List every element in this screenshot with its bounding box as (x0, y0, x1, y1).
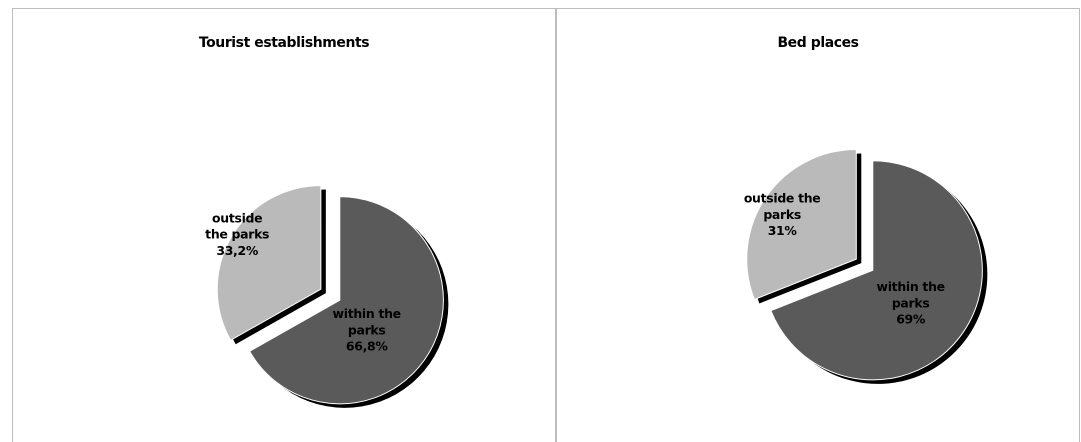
pie-slice (746, 149, 857, 301)
pie-slice-label-line: 33,2% (216, 243, 258, 258)
pie-slice (248, 196, 444, 405)
pie-slice-label-line: 31% (768, 223, 798, 238)
pie-chart-bed-places: Bed places within the parks 69%outside the… (744, 35, 988, 384)
pie-slice-label-line: parks (892, 295, 930, 310)
pie-slices (746, 149, 988, 384)
chart-title: Tourist establishments (199, 35, 369, 51)
pie-slice (770, 160, 983, 381)
pie-labels: within the parks 69%outside the parks 31% (744, 191, 945, 327)
pie-slice (216, 185, 322, 341)
chart-panel-bed-places: Bed places within the parks 69% outside the… (556, 8, 1080, 442)
pie-slice-label: outside the parks 33,2% (205, 211, 269, 258)
pie-slice-label-line: outside (212, 211, 262, 226)
pie-slice-label-line: 69% (896, 312, 926, 327)
pie-slice-label-line: within the (877, 279, 945, 294)
pie-slice-label: within the parks 69% (877, 279, 945, 326)
chart-panel-tourist-establishments: Tourist establishments within the parks 66… (12, 8, 556, 442)
pie-slice-label-line: within the (333, 306, 401, 321)
pie-slice-label: outside the parks 31% (744, 191, 821, 238)
pie-slice-label-line: outside the (744, 191, 821, 206)
pie-slices (216, 185, 449, 408)
pie-slice-label-line: parks (348, 322, 386, 337)
pie-chart-tourist-establishments: Tourist establishments within the parks 66… (199, 35, 449, 408)
pie-slice-label-line: the parks (205, 227, 269, 242)
pie-labels: within the parks 66,8% outside the parks 33,2… (205, 211, 401, 354)
pie-slice-label-line: 66,8% (346, 339, 388, 354)
pie-slice-label: within the parks 66,8% (333, 306, 401, 353)
chart-title: Bed places (777, 35, 858, 51)
pie-slice-label-line: parks (763, 207, 801, 222)
